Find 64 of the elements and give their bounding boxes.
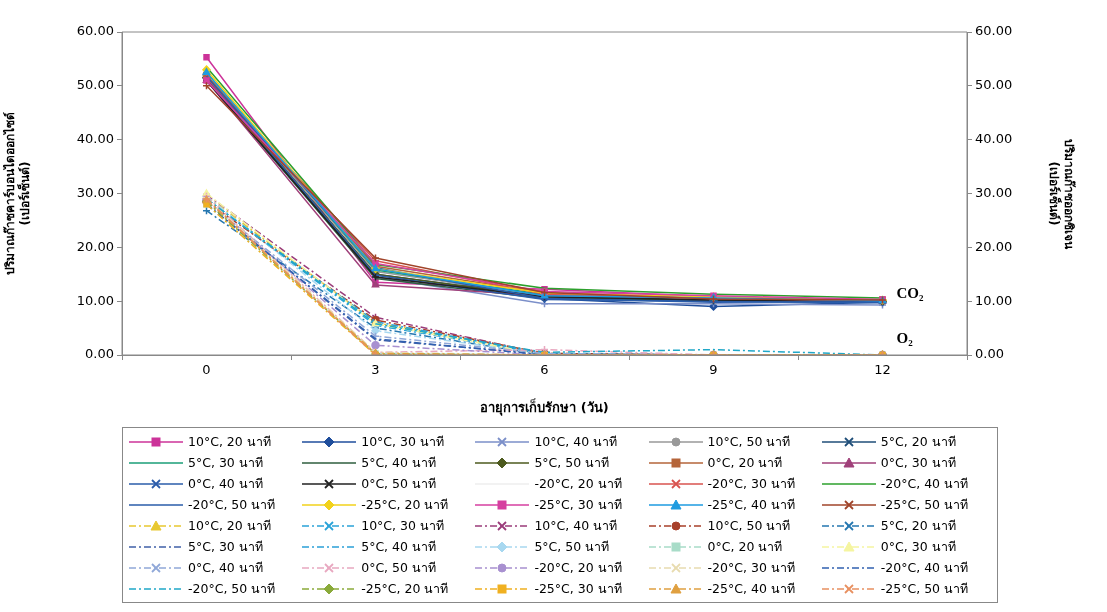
legend-label: 0°C, 30 นาที bbox=[880, 537, 956, 556]
legend-label: -20°C, 30 นาที bbox=[707, 474, 795, 493]
legend-label: 10°C, 30 นาที bbox=[361, 516, 444, 535]
legend-label: -25°C, 30 นาที bbox=[534, 495, 622, 514]
x-tick-label: 0 bbox=[202, 362, 211, 378]
legend-label: 10°C, 50 นาที bbox=[707, 432, 791, 451]
y-tick-label: 40.00 bbox=[76, 131, 114, 147]
y2-tick-label: 30.00 bbox=[975, 184, 1013, 200]
legend-label: -20°C, 40 นาที bbox=[880, 558, 969, 577]
legend-label: -20°C, 40 นาที bbox=[880, 474, 969, 493]
x-tick-label: 3 bbox=[371, 362, 380, 378]
legend-label: 10°C, 40 นาที bbox=[534, 432, 618, 451]
legend-label: 5°C, 50 นาที bbox=[534, 537, 610, 556]
annotation: O₂ bbox=[896, 329, 914, 346]
legend-label: 5°C, 20 นาที bbox=[880, 432, 956, 451]
y2-axis-title: ปริมาณก๊าซออกซิเจน (เปอร์เซ็นต์) bbox=[1047, 138, 1076, 250]
x-tick-label: 6 bbox=[540, 362, 549, 378]
y2-tick-label: 40.00 bbox=[975, 131, 1013, 147]
legend-label: -25°C, 30 นาที bbox=[534, 579, 622, 598]
legend-label: 5°C, 30 นาที bbox=[188, 537, 263, 556]
legend-label: 0°C, 20 นาที bbox=[707, 537, 783, 556]
legend-label: 10°C, 20 นาที bbox=[188, 516, 271, 535]
y-tick-label: 30.00 bbox=[76, 184, 114, 200]
legend-label: 10°C, 30 นาที bbox=[361, 432, 444, 451]
legend-label: -25°C, 40 นาที bbox=[707, 495, 795, 514]
legend-label: -25°C, 20 นาที bbox=[361, 579, 449, 598]
y2-tick-label: 20.00 bbox=[975, 238, 1013, 254]
legend-label: 10°C, 40 นาที bbox=[534, 516, 618, 535]
legend-label: 0°C, 40 นาที bbox=[188, 558, 263, 577]
legend-label: -25°C, 40 นาที bbox=[707, 579, 795, 598]
y2-tick-label: 0.00 bbox=[975, 346, 1004, 362]
y2-tick-label: 60.00 bbox=[975, 23, 1013, 39]
legend-label: -25°C, 50 นาที bbox=[880, 495, 969, 514]
legend-label: 5°C, 20 นาที bbox=[880, 516, 956, 535]
legend-label: -20°C, 50 นาที bbox=[188, 579, 276, 598]
x-tick-label: 9 bbox=[709, 362, 718, 378]
legend-label: -25°C, 50 นาที bbox=[880, 579, 969, 598]
legend-label: 5°C, 40 นาที bbox=[361, 453, 436, 472]
legend-label: 0°C, 40 นาที bbox=[188, 474, 263, 493]
legend-label: 0°C, 50 นาที bbox=[361, 474, 436, 493]
legend-label: 5°C, 30 นาที bbox=[188, 453, 263, 472]
x-axis-title: อายุการเก็บรักษา (วัน) bbox=[480, 397, 609, 416]
annotation: CO₂ bbox=[896, 284, 924, 301]
y-tick-label: 60.00 bbox=[76, 23, 114, 39]
y-tick-label: 0.00 bbox=[85, 346, 114, 362]
y-tick-label: 50.00 bbox=[76, 77, 114, 93]
legend-label: 10°C, 20 นาที bbox=[188, 432, 271, 451]
legend-label: 0°C, 20 นาที bbox=[707, 453, 783, 472]
legend-label: 10°C, 50 นาที bbox=[707, 516, 791, 535]
legend-label: 0°C, 50 นาที bbox=[361, 558, 436, 577]
legend-label: -20°C, 20 นาที bbox=[534, 558, 622, 577]
legend-label: 0°C, 30 นาที bbox=[880, 453, 956, 472]
legend-label: -20°C, 30 นาที bbox=[707, 558, 795, 577]
legend-label: 5°C, 50 นาที bbox=[534, 453, 610, 472]
legend-label: 5°C, 40 นาที bbox=[361, 537, 436, 556]
x-tick-label: 12 bbox=[874, 362, 891, 378]
legend-label: -20°C, 50 นาที bbox=[188, 495, 276, 514]
legend-label: -20°C, 20 นาที bbox=[534, 474, 622, 493]
legend-label: -25°C, 20 นาที bbox=[361, 495, 449, 514]
y-tick-label: 20.00 bbox=[76, 238, 114, 254]
y-tick-label: 10.00 bbox=[76, 292, 114, 308]
y2-tick-label: 50.00 bbox=[975, 77, 1013, 93]
y-axis-title: ปริมาณก๊าซคาร์บอนไดออกไซด์ (เปอร์เซ็นต์) bbox=[2, 112, 32, 275]
y2-tick-label: 10.00 bbox=[975, 292, 1013, 308]
